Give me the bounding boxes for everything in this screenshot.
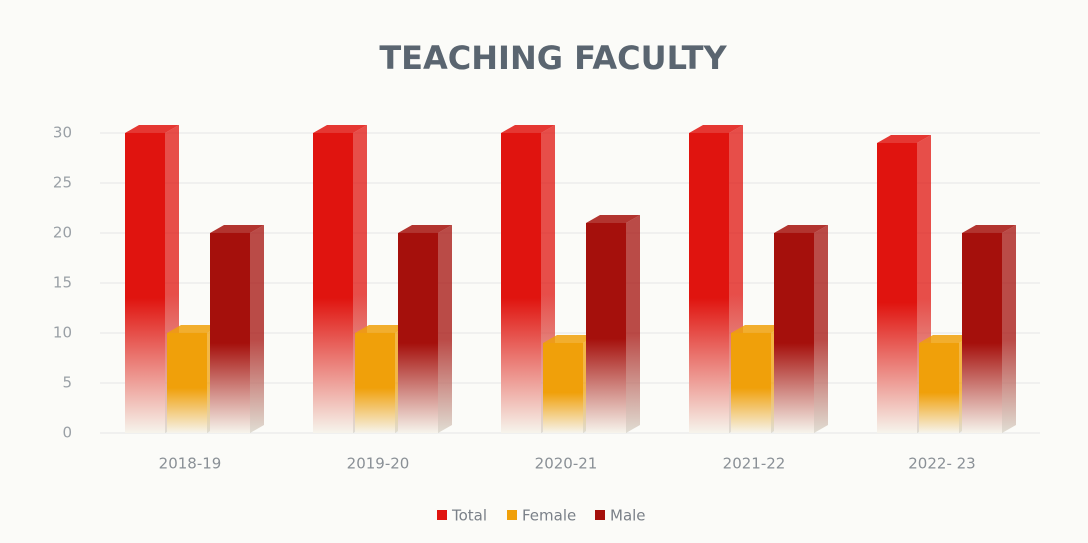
bar xyxy=(355,333,395,433)
bar xyxy=(543,343,583,433)
bar-top xyxy=(167,325,221,333)
x-tick-label: 2020-21 xyxy=(535,455,598,473)
y-tick-label: 30 xyxy=(53,124,72,142)
legend-label: Male xyxy=(610,507,646,525)
x-tick-label: 2021-22 xyxy=(723,455,786,473)
bar-top xyxy=(919,335,973,343)
bar xyxy=(586,223,626,433)
bar-top xyxy=(501,125,555,133)
bar xyxy=(313,133,353,433)
bar-top xyxy=(877,135,931,143)
y-tick-label: 10 xyxy=(53,324,72,342)
bar-top xyxy=(210,225,264,233)
bar-top xyxy=(543,335,597,343)
y-tick-label: 15 xyxy=(53,274,72,292)
bar xyxy=(689,133,729,433)
bar-top xyxy=(731,325,785,333)
y-tick-label: 20 xyxy=(53,224,72,242)
legend-swatch xyxy=(437,510,447,520)
bar xyxy=(167,333,207,433)
y-tick-label: 25 xyxy=(53,174,72,192)
x-tick-label: 2019-20 xyxy=(347,455,410,473)
bar-side xyxy=(626,215,640,433)
y-tick-label: 0 xyxy=(62,424,72,442)
bar xyxy=(919,343,959,433)
bar xyxy=(877,143,917,433)
bar-side xyxy=(250,225,264,433)
chart-title: TEACHING FACULTY xyxy=(379,39,727,77)
bar-top xyxy=(774,225,828,233)
bar xyxy=(501,133,541,433)
bar-top xyxy=(962,225,1016,233)
bar-top xyxy=(355,325,409,333)
x-tick-label: 2022- 23 xyxy=(908,455,975,473)
legend-swatch xyxy=(595,510,605,520)
x-tick-label: 2018-19 xyxy=(159,455,222,473)
legend-swatch xyxy=(507,510,517,520)
bar-top xyxy=(125,125,179,133)
bar-side xyxy=(1002,225,1016,433)
legend-label: Total xyxy=(451,507,487,525)
bar-top xyxy=(398,225,452,233)
bar xyxy=(731,333,771,433)
bar-top xyxy=(586,215,640,223)
bar xyxy=(962,233,1002,433)
bar-side xyxy=(814,225,828,433)
legend-label: Female xyxy=(522,507,576,525)
bar-top xyxy=(313,125,367,133)
bar-side xyxy=(438,225,452,433)
bar-top xyxy=(689,125,743,133)
bar xyxy=(125,133,165,433)
bar xyxy=(774,233,814,433)
y-tick-label: 5 xyxy=(62,374,72,392)
bar xyxy=(210,233,250,433)
bar xyxy=(398,233,438,433)
